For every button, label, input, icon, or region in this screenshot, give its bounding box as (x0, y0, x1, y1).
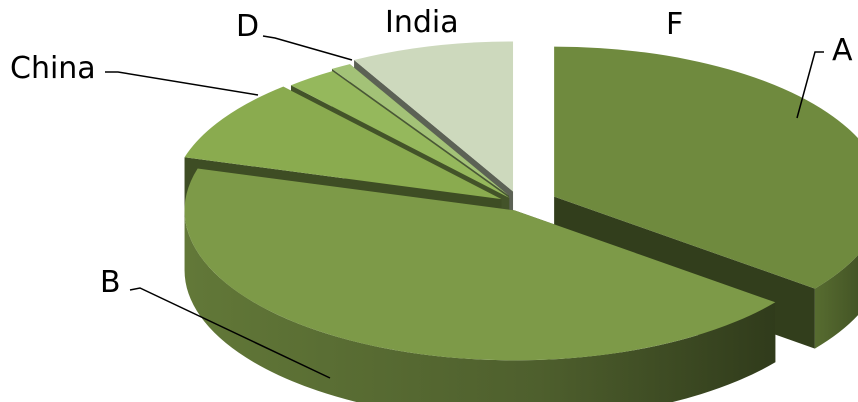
pie-slice-top-d (290, 71, 510, 198)
pie-slice-side-b (184, 210, 776, 402)
pie-slice-top-f (354, 41, 514, 192)
pie-slice-b (184, 168, 776, 402)
pie-slice-side-a (814, 255, 858, 349)
pie-slice-top-b (184, 168, 776, 361)
leader-line-b (129, 287, 331, 379)
data-label-a: A (832, 33, 853, 68)
pie-labels: A B China D India F (10, 5, 853, 379)
data-label-f: F (666, 7, 683, 42)
data-label-d: D (236, 9, 259, 44)
pie-slice-top-india (331, 64, 509, 196)
data-label-china: China (10, 51, 96, 86)
pie-slice-top-a (554, 46, 858, 289)
data-label-b: B (100, 265, 121, 300)
data-label-india: India (385, 5, 459, 40)
leader-line-d (262, 35, 353, 61)
pie-slice-top-china (184, 86, 502, 200)
leader-line-china (105, 71, 259, 96)
pie-slices (184, 41, 858, 402)
leader-line-a (796, 51, 824, 119)
